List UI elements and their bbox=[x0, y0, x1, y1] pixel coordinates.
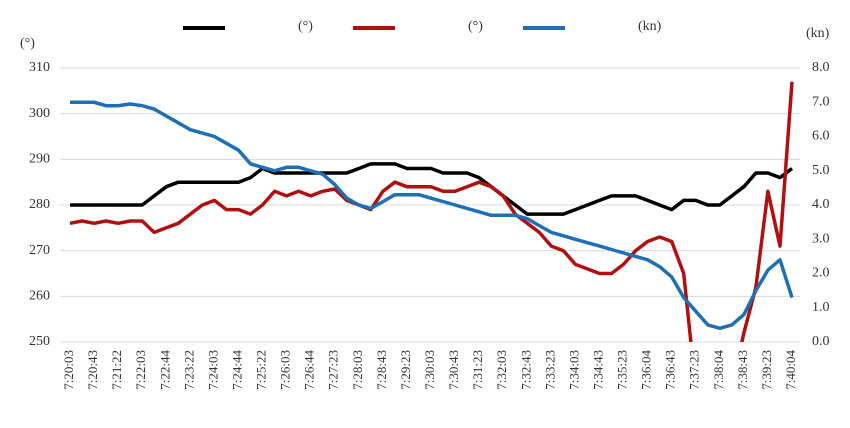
x-tick-label: 7:20:43 bbox=[85, 350, 100, 390]
x-tick-label: 7:38:04 bbox=[711, 350, 726, 390]
x-tick-label: 7:33:23 bbox=[542, 350, 557, 390]
y-tick-label: 270 bbox=[29, 243, 50, 258]
y-tick-label: 300 bbox=[29, 106, 50, 121]
y2-tick-label: 6.0 bbox=[812, 129, 830, 144]
y2-tick-label: 3.0 bbox=[812, 231, 830, 246]
legend-label: (°) bbox=[298, 19, 313, 34]
y2-tick-label: 7.0 bbox=[812, 94, 830, 109]
x-tick-label: 7:35:23 bbox=[615, 350, 630, 390]
x-tick-label: 7:27:23 bbox=[326, 350, 341, 390]
x-tick-label: 7:25:22 bbox=[254, 350, 269, 390]
series-line bbox=[69, 81, 794, 342]
x-tick-label: 7:32:03 bbox=[494, 350, 509, 390]
x-tick-label: 7:20:03 bbox=[61, 350, 76, 390]
x-tick-label: 7:34:03 bbox=[566, 350, 581, 390]
x-tick-label: 7:32:43 bbox=[518, 350, 533, 390]
y2-tick-label: 4.0 bbox=[812, 197, 830, 212]
x-tick-label: 7:21:22 bbox=[109, 350, 124, 390]
y2-tick-label: 5.0 bbox=[812, 163, 830, 178]
x-tick-label: 7:24:03 bbox=[205, 350, 220, 390]
x-tick-label: 7:26:44 bbox=[302, 350, 317, 390]
x-tick-label: 7:22:03 bbox=[133, 350, 148, 390]
y2-tick-label: 2.0 bbox=[812, 266, 830, 281]
series-line bbox=[70, 100, 794, 331]
legend-label: (°) bbox=[468, 19, 483, 34]
x-tick-label: 7:40:04 bbox=[783, 350, 798, 390]
y-tick-label: 250 bbox=[29, 334, 50, 349]
x-tick-label: 7:29:23 bbox=[398, 350, 413, 390]
grid bbox=[60, 67, 800, 343]
x-tick-label: 7:28:43 bbox=[374, 350, 389, 390]
plot-area bbox=[69, 81, 794, 342]
y2-axis-label: (kn) bbox=[806, 26, 830, 41]
x-tick-label: 7:24:44 bbox=[229, 350, 244, 390]
x-tick-label: 7:38:43 bbox=[735, 350, 750, 390]
y-tick-label: 260 bbox=[29, 289, 50, 304]
x-tick-label: 7:34:43 bbox=[590, 350, 605, 390]
series-line bbox=[70, 162, 794, 216]
x-tick-label: 7:31:23 bbox=[470, 350, 485, 390]
y-axis-label: (°) bbox=[20, 36, 35, 51]
y-tick-label: 310 bbox=[29, 60, 50, 75]
x-tick-label: 7:36:04 bbox=[639, 350, 654, 390]
y-tick-label: 280 bbox=[29, 197, 50, 212]
x-tick-label: 7:30:03 bbox=[422, 350, 437, 390]
x-tick-label: 7:36:43 bbox=[663, 350, 678, 390]
x-tick-label: 7:22:44 bbox=[157, 350, 172, 390]
x-tick-label: 7:37:23 bbox=[687, 350, 702, 390]
x-tick-label: 7:23:22 bbox=[181, 350, 196, 390]
x-tick-label: 7:39:23 bbox=[759, 350, 774, 390]
y2-tick-label: 1.0 bbox=[812, 300, 830, 315]
y-tick-label: 290 bbox=[29, 152, 50, 167]
x-tick-label: 7:26:03 bbox=[278, 350, 293, 390]
x-tick-label: 7:30:43 bbox=[446, 350, 461, 390]
y2-tick-label: 0.0 bbox=[812, 334, 830, 349]
x-tick-label: 7:28:03 bbox=[350, 350, 365, 390]
y2-tick-label: 8.0 bbox=[812, 60, 830, 75]
legend-label: (kn) bbox=[638, 19, 662, 34]
